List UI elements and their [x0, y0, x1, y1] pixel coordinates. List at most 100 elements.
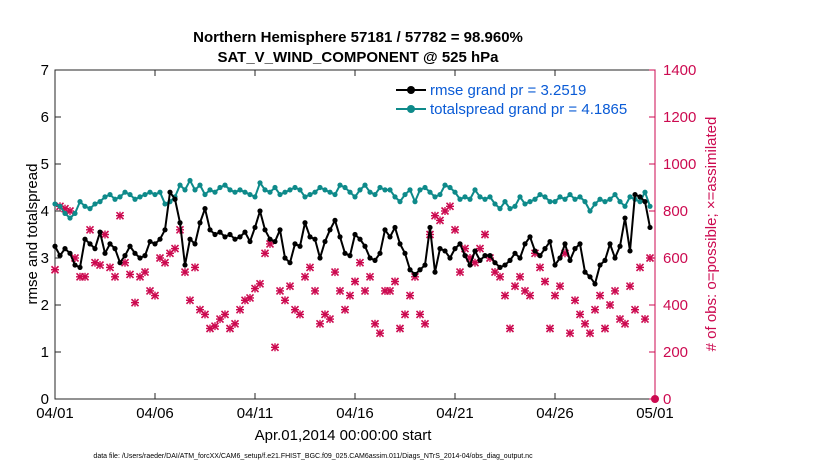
- rmse-point: [522, 241, 528, 247]
- totalspread-point: [542, 194, 548, 200]
- totalspread-point: [527, 199, 533, 205]
- rmse-point: [397, 241, 403, 247]
- obs-point: [85, 225, 95, 234]
- totalspread-point: [297, 187, 303, 193]
- obs-point: [280, 296, 290, 305]
- rmse-point: [587, 274, 593, 280]
- obs-point: [160, 258, 170, 267]
- obs-point: [620, 319, 630, 328]
- y-left-tick-label: 0: [41, 391, 49, 408]
- rmse-point: [347, 253, 353, 259]
- obs-point: [275, 286, 285, 295]
- obs-point: [125, 270, 135, 279]
- totalspread-point: [212, 189, 218, 195]
- obs-point: [525, 291, 535, 300]
- rmse-point: [432, 269, 438, 275]
- x-axis-label: Apr.01,2014 00:00:00 start: [255, 427, 433, 444]
- totalspread-point: [132, 196, 138, 202]
- obs-point: [110, 272, 120, 281]
- obs-point: [595, 291, 605, 300]
- obs-point: [170, 244, 180, 253]
- totalspread-point: [417, 187, 423, 193]
- obs-point: [455, 268, 465, 277]
- rmse-point: [162, 227, 168, 233]
- obs-point: [635, 263, 645, 272]
- totalspread-point: [642, 189, 648, 195]
- totalspread-point: [352, 194, 358, 200]
- totalspread-point: [492, 201, 498, 207]
- totalspread-point: [177, 182, 183, 188]
- rmse-point: [562, 241, 568, 247]
- totalspread-point: [217, 184, 223, 191]
- totalspread-point: [472, 187, 478, 193]
- rmse-point: [482, 253, 488, 259]
- totalspread-point: [317, 184, 323, 191]
- obs-point: [370, 319, 380, 328]
- rmse-point: [197, 220, 203, 226]
- x-tick-label: 04/06: [136, 405, 174, 422]
- totalspread-point: [262, 187, 268, 193]
- totalspread-point: [627, 194, 633, 200]
- obs-point: [360, 286, 370, 295]
- totalspread-point: [607, 196, 613, 202]
- totalspread-point: [327, 189, 333, 195]
- obs-point: [80, 272, 90, 281]
- rmse-point: [222, 234, 228, 240]
- totalspread-point: [302, 194, 308, 200]
- obs-point: [515, 272, 525, 281]
- y-right-tick-label: 800: [663, 203, 688, 220]
- totalspread-point: [377, 184, 383, 191]
- totalspread-point: [482, 196, 488, 202]
- totalspread-point: [222, 182, 228, 188]
- obs-point: [545, 324, 555, 333]
- rmse-point: [172, 196, 178, 202]
- rmse-point: [372, 257, 378, 263]
- rmse-point: [552, 262, 558, 268]
- rmse-point: [122, 253, 128, 259]
- rmse-point: [537, 253, 543, 259]
- obs-point: [310, 286, 320, 295]
- x-tick-label: 04/21: [436, 405, 474, 422]
- rmse-point: [367, 255, 373, 261]
- rmse-point: [252, 224, 258, 231]
- rmse-point: [132, 250, 138, 256]
- obs-point: [95, 260, 105, 270]
- totalspread-point: [112, 196, 118, 202]
- y-left-tick-label: 2: [41, 297, 49, 314]
- totalspread-point: [407, 187, 413, 193]
- obs-point: [480, 230, 490, 239]
- rmse-point: [477, 257, 483, 263]
- obs-point: [305, 263, 315, 272]
- rmse-point: [137, 255, 143, 261]
- rmse-point: [452, 246, 458, 252]
- totalspread-point: [547, 199, 553, 205]
- rmse-point: [507, 257, 513, 263]
- obs-point: [335, 286, 345, 295]
- totalspread-point: [522, 201, 528, 207]
- obs-point: [590, 305, 600, 314]
- y-right-tick-label: 0: [663, 391, 671, 408]
- totalspread-point: [382, 187, 388, 193]
- totalspread-point: [237, 187, 243, 193]
- rmse-point: [447, 255, 453, 261]
- totalspread-point: [647, 203, 653, 209]
- rmse-point: [512, 250, 518, 256]
- rmse-point: [437, 246, 443, 252]
- totalspread-point: [562, 196, 568, 202]
- x-tick-label: 04/16: [336, 405, 374, 422]
- totalspread-point: [247, 191, 253, 198]
- obs-point: [535, 263, 545, 272]
- obs-point: [505, 324, 515, 333]
- totalspread-point: [72, 210, 78, 216]
- rmse-point: [357, 236, 363, 242]
- obs-point: [605, 300, 615, 310]
- rmse-point: [332, 217, 338, 223]
- rmse-point: [607, 241, 613, 247]
- rmse-point: [287, 260, 293, 266]
- totalspread-point: [197, 182, 203, 188]
- totalspread-point: [52, 201, 58, 207]
- rmse-point: [502, 262, 508, 268]
- obs-point: [115, 211, 125, 220]
- obs-point: [415, 310, 425, 319]
- totalspread-point: [402, 191, 408, 198]
